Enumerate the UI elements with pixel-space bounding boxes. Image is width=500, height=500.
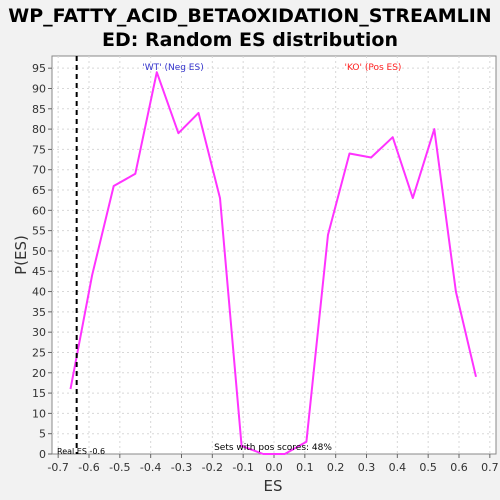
x-tick-label: -0.6 (78, 461, 99, 474)
pos-scores-note: Sets with pos scores: 48% (214, 443, 332, 453)
y-tick-label: 35 (32, 306, 46, 319)
x-tick-label: 0.4 (389, 461, 407, 474)
chart-title-line-2: ED: Random ES distribution (102, 29, 398, 51)
x-tick-label: -0.3 (171, 461, 192, 474)
y-axis-label: P(ES) (12, 235, 30, 275)
y-tick-label: 40 (32, 286, 46, 299)
y-tick-label: 75 (32, 143, 46, 156)
y-tick-label: 20 (32, 367, 46, 380)
plot-area (51, 55, 497, 455)
grid-lines (52, 56, 496, 454)
x-tick-label: -0.5 (109, 461, 130, 474)
series-line (69, 71, 477, 455)
neg-es-label: 'WT' (Neg ES) (142, 63, 203, 73)
pos-es-label: 'KO' (Pos ES) (345, 63, 402, 73)
x-tick-label: -0.7 (47, 461, 68, 474)
x-axis-ticks: -0.7 -0.6 -0.5 -0.4 -0.3 -0.2 -0.1 0.0 0.1 0.2 0.3… (47, 454, 499, 474)
y-tick-label: 50 (32, 245, 46, 258)
chart-title-line-1: WP_FATTY_ACID_BETAOXIDATION_STREAMLIN (8, 5, 491, 27)
y-tick-label: 80 (32, 123, 46, 136)
y-tick-label: 15 (32, 387, 46, 400)
x-tick-label: 0.0 (265, 461, 283, 474)
x-tick-label: 0.6 (450, 461, 468, 474)
x-tick-label: -0.1 (232, 461, 253, 474)
x-tick-label: 0.1 (296, 461, 314, 474)
real-es-label: Real ES -0.6 (57, 447, 105, 456)
x-tick-label: 0.3 (358, 461, 376, 474)
x-axis-label: ES (264, 477, 283, 495)
y-tick-label: 30 (32, 326, 46, 339)
y-tick-label: 45 (32, 265, 46, 278)
x-tick-label: -0.4 (140, 461, 161, 474)
y-tick-label: 10 (32, 407, 46, 420)
y-tick-label: 65 (32, 184, 46, 197)
y-axis-ticks: 0 5 10 15 20 25 30 35 40 45 50 55 60 65 70 75 80 85 90 95 (32, 62, 52, 461)
x-tick-label: 0.2 (327, 461, 345, 474)
x-tick-label: 0.5 (419, 461, 437, 474)
y-tick-label: 95 (32, 62, 46, 75)
x-tick-label: -0.2 (202, 461, 223, 474)
series-layer (69, 71, 477, 455)
y-tick-label: 5 (39, 428, 46, 441)
y-tick-label: 0 (39, 448, 46, 461)
x-tick-label: 0.7 (481, 461, 499, 474)
y-tick-label: 60 (32, 204, 46, 217)
y-tick-label: 90 (32, 82, 46, 95)
y-tick-label: 25 (32, 346, 46, 359)
y-tick-label: 70 (32, 164, 46, 177)
y-tick-label: 55 (32, 225, 46, 238)
y-tick-label: 85 (32, 103, 46, 116)
